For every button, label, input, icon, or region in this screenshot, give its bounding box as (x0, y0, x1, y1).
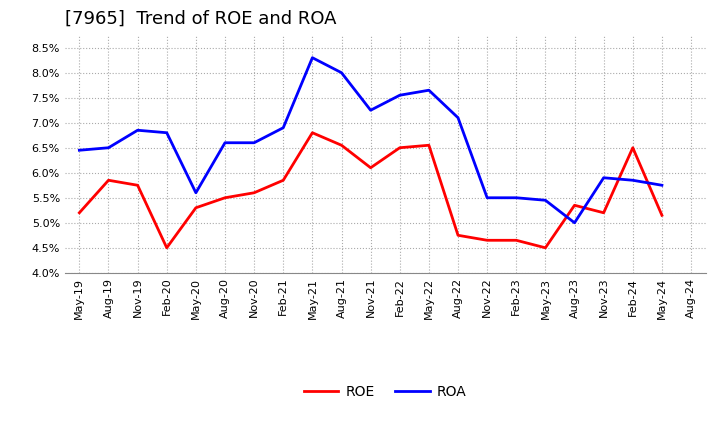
ROA (395, 92, 404, 98)
ROA (629, 178, 637, 183)
ROA (425, 88, 433, 93)
ROE (337, 143, 346, 148)
ROA (337, 70, 346, 75)
ROE (512, 238, 521, 243)
ROE (629, 145, 637, 150)
ROE (163, 245, 171, 250)
ROE (250, 190, 258, 195)
ROE (483, 238, 492, 243)
ROE (425, 143, 433, 148)
ROE (75, 210, 84, 216)
ROA (192, 190, 200, 195)
ROE (220, 195, 229, 200)
ROE (395, 145, 404, 150)
ROE (366, 165, 375, 170)
ROA (75, 147, 84, 153)
ROA (308, 55, 317, 60)
Line: ROA: ROA (79, 58, 662, 223)
ROA (657, 183, 666, 188)
ROA (541, 198, 550, 203)
ROA (220, 140, 229, 145)
ROE (133, 183, 142, 188)
ROA (570, 220, 579, 225)
ROE (308, 130, 317, 136)
ROA (279, 125, 287, 130)
ROA (366, 108, 375, 113)
ROE (570, 203, 579, 208)
ROA (133, 128, 142, 133)
ROA (483, 195, 492, 200)
Line: ROE: ROE (79, 133, 662, 248)
ROE (104, 178, 113, 183)
ROA (250, 140, 258, 145)
ROE (657, 213, 666, 218)
ROE (192, 205, 200, 210)
ROE (454, 233, 462, 238)
ROE (279, 178, 287, 183)
ROA (163, 130, 171, 136)
Legend: ROE, ROA: ROE, ROA (298, 380, 472, 405)
ROA (512, 195, 521, 200)
ROA (454, 115, 462, 121)
ROA (104, 145, 113, 150)
ROA (599, 175, 608, 180)
Text: [7965]  Trend of ROE and ROA: [7965] Trend of ROE and ROA (65, 10, 336, 28)
ROE (541, 245, 550, 250)
ROE (599, 210, 608, 216)
